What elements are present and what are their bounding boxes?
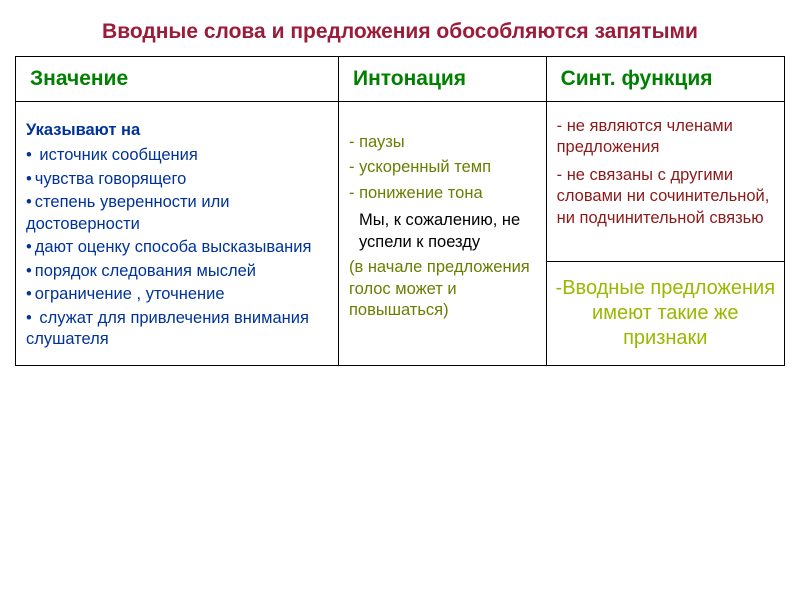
feature-text: Вводные предложения имеют такие же призн… (556, 277, 776, 349)
cell-function-top: не являются членами предложения не связа… (546, 102, 784, 262)
table-header-row: Значение Интонация Синт. функция (16, 57, 785, 102)
function-item: не являются членами предложения (557, 116, 774, 159)
header-meaning: Значение (16, 57, 339, 102)
intonation-item: ускоренный темп (349, 157, 536, 178)
header-meaning-text: Значение (30, 67, 128, 90)
header-intonation-text: Интонация (353, 67, 466, 90)
header-function: Синт. функция (546, 57, 784, 102)
meaning-item: чувства говорящего (26, 169, 328, 190)
cell-meaning: Указывают на источник сообщения чувства … (16, 102, 339, 366)
meaning-item: ограничение , уточнение (26, 284, 328, 305)
intonation-item: паузы (349, 132, 536, 153)
function-item: не связаны с другими словами ни сочините… (557, 165, 774, 229)
cell-intonation: паузы ускоренный темп понижение тона Мы,… (338, 102, 546, 366)
meaning-intro: Указывают на (26, 120, 328, 141)
intonation-example: Мы, к сожалению, не успели к поезду (359, 210, 536, 253)
intonation-item: понижение тона (349, 183, 536, 204)
intonation-paren: (в начале предложения голос может и повы… (349, 257, 536, 321)
meaning-item: источник сообщения (26, 145, 328, 166)
grammar-table: Значение Интонация Синт. функция Указыва… (15, 56, 785, 366)
slide-title: Вводные слова и предложения обособляются… (15, 20, 785, 44)
meaning-item: служат для привлечения внимания слушател… (26, 308, 328, 351)
header-intonation: Интонация (338, 57, 546, 102)
cell-function-bottom: Вводные предложения имеют такие же призн… (546, 262, 784, 366)
meaning-item: степень уверенности или достоверности (26, 192, 328, 235)
meaning-item: порядок следования мыслей (26, 261, 328, 282)
header-function-text: Синт. функция (561, 67, 713, 90)
meaning-item: дают оценку способа высказывания (26, 237, 328, 258)
table-body-row: Указывают на источник сообщения чувства … (16, 102, 785, 262)
